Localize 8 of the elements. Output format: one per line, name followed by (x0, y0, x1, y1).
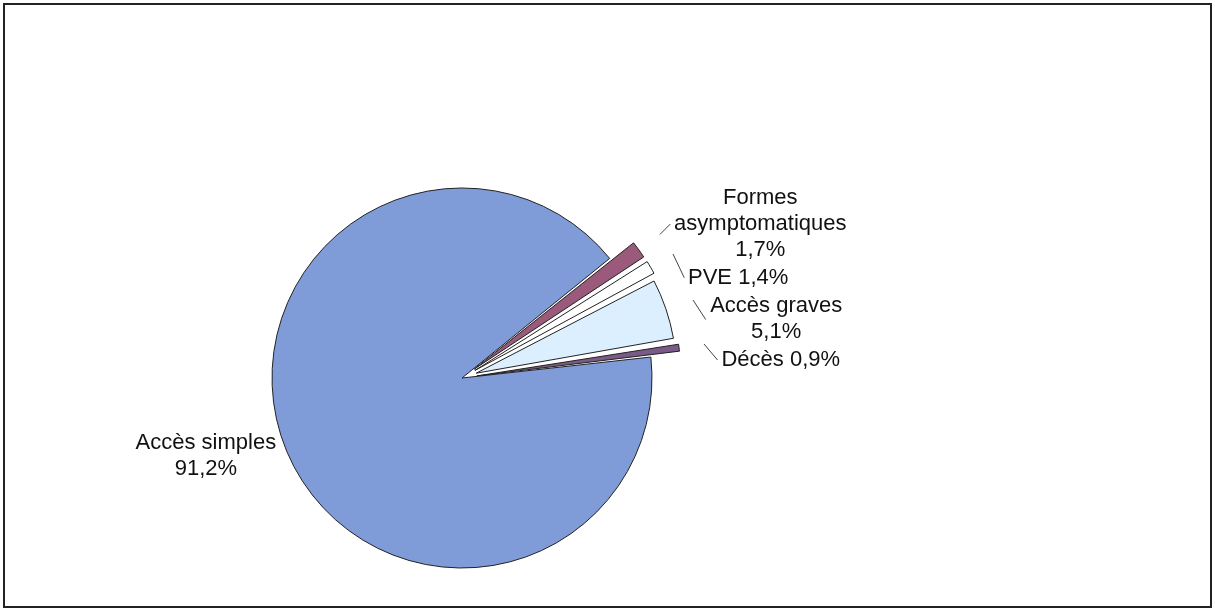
data-label: 1,7% (735, 236, 786, 262)
slice-label: Décès 0,9% (721, 346, 841, 372)
data-label: 5,1% (751, 318, 802, 344)
slice-label: Formes asymptomatiques (674, 184, 847, 236)
slice-label: PVE 1,4% (688, 264, 789, 290)
slice-label: Accès graves (710, 292, 843, 318)
slice-label: Accès simples (135, 428, 277, 454)
data-label: 91,2% (174, 454, 238, 480)
